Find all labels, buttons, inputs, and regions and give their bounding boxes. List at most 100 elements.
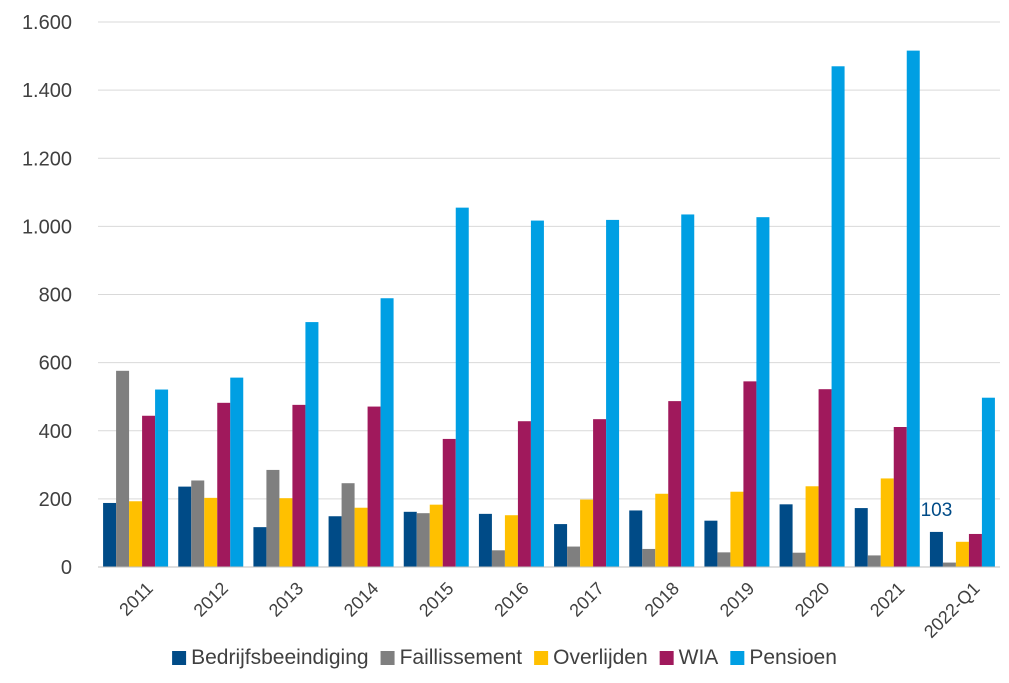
bar-pensioen-2015	[455, 207, 469, 567]
bar-faillissement-2018	[642, 548, 656, 567]
bar-faillissement-2012	[191, 480, 205, 567]
bar-overlijden-2015	[429, 504, 443, 567]
bar-faillissement-2011	[116, 370, 130, 567]
legend-label: WIA	[679, 646, 719, 669]
bar-faillissement-2021	[867, 555, 881, 567]
legend-swatch	[380, 651, 395, 665]
bar-bedrijfsbeeindiging-2014	[328, 516, 342, 567]
x-tick-label: 2011	[115, 578, 157, 620]
y-tick-label: 400	[39, 421, 72, 443]
bar-overlijden-2016	[504, 515, 518, 567]
bar-faillissement-2013	[266, 469, 280, 567]
legend-label: Bedrijfsbeeindiging	[191, 646, 368, 669]
bar-pensioen-2021	[906, 50, 920, 568]
bar-pensioen-2017	[606, 219, 620, 567]
legend-item-overlijden: Overlijden	[534, 646, 648, 669]
bar-faillissement-2016	[491, 550, 505, 567]
bar-wia-2020	[818, 389, 832, 567]
bar-pensioen-2011	[155, 389, 169, 567]
bar-bedrijfsbeeindiging-2011	[103, 502, 117, 567]
bar-wia-2014	[367, 406, 381, 567]
x-tick-label: 2021	[866, 578, 908, 620]
x-tick-label: 2012	[190, 578, 232, 620]
legend-item-faillissement: Faillissement	[380, 646, 522, 669]
bar-overlijden-2020	[805, 486, 819, 567]
y-tick-label: 1.400	[22, 80, 72, 102]
bar-wia-2012	[217, 402, 231, 567]
x-tick-label: 2020	[791, 578, 833, 620]
x-tick-label: 2017	[565, 578, 607, 620]
bar-bedrijfsbeeindiging-2016	[478, 513, 492, 567]
bars	[103, 50, 995, 568]
bar-pensioen-2022-Q1	[981, 397, 995, 567]
bar-overlijden-2018	[655, 493, 669, 567]
x-tick-label: 2015	[415, 578, 457, 620]
y-tick-label: 1.200	[22, 148, 72, 170]
bar-bedrijfsbeeindiging-2021	[854, 508, 868, 567]
bar-bedrijfsbeeindiging-2022-Q1	[929, 531, 943, 567]
legend-item-bedrijfsbeeindiging: Bedrijfsbeeindiging	[172, 646, 369, 669]
bar-overlijden-2014	[354, 507, 368, 567]
bar-wia-2021	[893, 427, 907, 567]
legend-swatch	[534, 651, 549, 665]
x-tick-label: 2022-Q1	[920, 578, 984, 642]
bar-wia-2016	[517, 421, 531, 567]
bar-wia-2018	[668, 401, 682, 567]
bar-wia-2019	[743, 381, 757, 567]
legend-label: Overlijden	[553, 646, 648, 669]
bar-overlijden-2012	[204, 497, 218, 567]
bar-wia-2022-Q1	[968, 533, 982, 567]
bar-bedrijfsbeeindiging-2015	[403, 511, 417, 567]
bar-faillissement-2019	[717, 552, 731, 567]
bar-overlijden-2013	[279, 498, 293, 567]
y-tick-label: 600	[39, 353, 72, 375]
y-tick-label: 1.000	[22, 216, 72, 238]
bar-faillissement-2020	[792, 552, 806, 567]
legend-swatch	[659, 651, 674, 665]
x-axis-ticks: 2011 2012 2013 2014 2015 2016 2017 2018 2019 2020…	[115, 578, 983, 642]
x-tick-label: 2014	[340, 578, 382, 620]
bar-overlijden-2022-Q1	[955, 541, 969, 567]
bar-pensioen-2013	[305, 322, 319, 567]
y-tick-label: 1.600	[22, 12, 72, 34]
bar-bedrijfsbeeindiging-2019	[704, 520, 718, 567]
bar-overlijden-2017	[580, 499, 594, 567]
y-tick-label: 200	[39, 489, 72, 511]
bar-pensioen-2019	[756, 217, 770, 567]
bar-bedrijfsbeeindiging-2020	[779, 504, 793, 567]
x-tick-label: 2019	[716, 578, 758, 620]
bar-overlijden-2019	[730, 491, 744, 567]
bar-pensioen-2020	[831, 66, 845, 567]
x-tick-label: 2018	[641, 578, 683, 620]
legend-item-wia: WIA	[659, 646, 719, 669]
bar-faillissement-2022-Q1	[942, 562, 956, 567]
bar-wia-2011	[142, 415, 156, 567]
bar-bedrijfsbeeindiging-2017	[554, 524, 568, 567]
bar-wia-2017	[593, 419, 607, 567]
legend-item-pensioen: Pensioen	[730, 646, 837, 669]
bar-overlijden-2021	[880, 478, 894, 567]
x-tick-label: 2016	[490, 578, 532, 620]
y-tick-label: 800	[39, 285, 72, 307]
bar-faillissement-2014	[341, 483, 355, 567]
bar-bedrijfsbeeindiging-2013	[253, 527, 267, 567]
bar-wia-2015	[442, 438, 456, 567]
bar-wia-2013	[292, 404, 306, 567]
legend-label: Pensioen	[749, 646, 837, 669]
legend-swatch	[730, 651, 745, 665]
bar-bedrijfsbeeindiging-2018	[629, 510, 643, 567]
bar-faillissement-2017	[567, 546, 581, 567]
bar-overlijden-2011	[129, 501, 143, 567]
y-axis-ticks: 0 200 400 600 800 1.000 1.200 1.400 1.600	[22, 12, 72, 579]
y-tick-label: 0	[61, 557, 72, 579]
data-labels: 103	[921, 500, 953, 521]
x-tick-label: 2013	[265, 578, 307, 620]
bar-bedrijfsbeeindiging-2012	[178, 486, 192, 567]
gridlines	[98, 21, 1000, 500]
bar-pensioen-2016	[530, 220, 544, 567]
legend-swatch	[172, 651, 187, 665]
bar-pensioen-2014	[380, 298, 394, 567]
bar-pensioen-2012	[230, 377, 244, 567]
